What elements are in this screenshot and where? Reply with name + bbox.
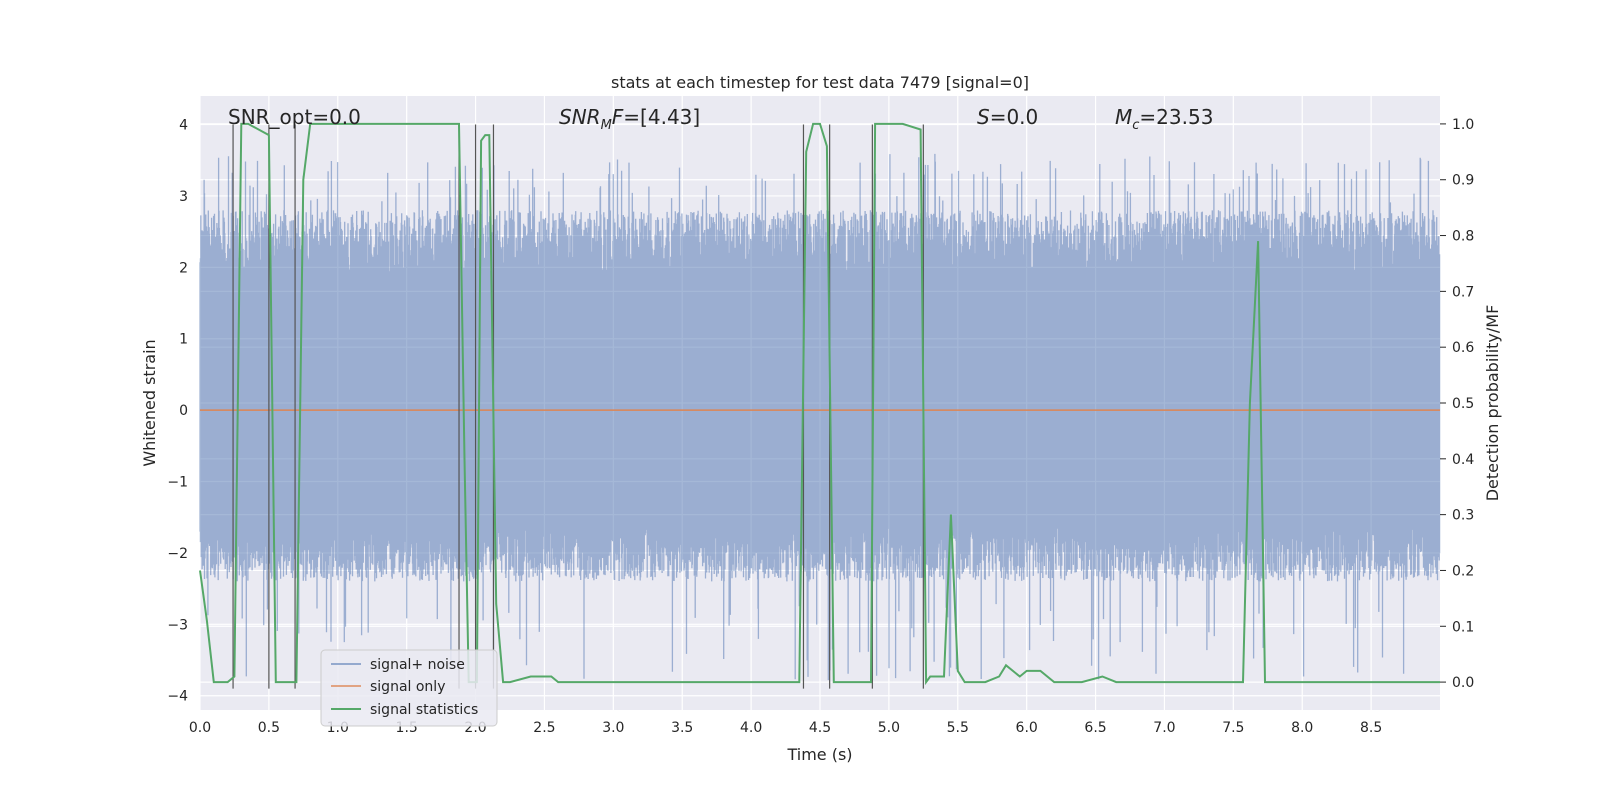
x-tick-label-16: 8.0 [1291,720,1313,736]
signal-statistics-line [199,122,1440,686]
legend-label-signal-noise: signal+ noise [370,657,465,673]
y2-tick-label-5: 0.5 [1452,396,1474,412]
x-axis-label: Time (s) [786,745,852,764]
legend: signal+ noise signal only signal statist… [320,649,498,727]
y-tick-label-4: 0 [179,403,188,419]
x-tick-label-6: 3.0 [602,720,624,736]
snr-mf-value: =[4.43] [623,105,700,129]
y2-tick-label-1: 0.1 [1452,619,1474,635]
mc-annotation: Mc=23.53 [1115,105,1213,133]
y-tick-label-2: −2 [167,546,188,562]
y2-tick-label-9: 0.9 [1452,173,1474,189]
y-tick-label-3: −1 [167,475,188,491]
legend-label-signal-only: signal only [370,679,445,695]
x-tick-label-13: 6.5 [1084,720,1106,736]
y2-tick-label-10: 1.0 [1452,117,1474,133]
x-tick-label-0: 0.0 [189,720,211,736]
y-tick-label-5: 1 [179,332,188,348]
snr-opt-annotation: SNR_opt=0.0 [228,105,361,129]
x-tick-label-14: 7.0 [1153,720,1175,736]
y-tick-label-1: −3 [167,617,188,633]
y-tick-label-8: 4 [179,118,188,134]
s-stat-value: =0.0 [990,105,1039,129]
y-tick-label-6: 2 [179,260,188,276]
x-tick-label-1: 0.5 [258,720,280,736]
y2-tick-label-4: 0.4 [1452,452,1474,468]
y-tick-label-7: 3 [179,189,188,205]
x-tick-label-5: 2.5 [533,720,555,736]
snr-mf-annotation: SNRMF=[4.43] [559,105,700,133]
y2-tick-label-8: 0.8 [1452,229,1474,245]
x-tick-label-9: 4.5 [809,720,831,736]
y2-tick-label-2: 0.2 [1452,563,1474,579]
y2-axis-label: Detection probability/MF [1483,305,1502,502]
y-axis-label: Whitened strain [140,339,159,466]
x-tick-label-7: 3.5 [671,720,693,736]
x-tick-label-10: 5.0 [878,720,900,736]
y-tick-label-0: −4 [167,689,188,705]
x-tick-label-11: 5.5 [947,720,969,736]
legend-label-signal-statistics: signal statistics [370,702,478,718]
x-tick-label-8: 4.0 [740,720,762,736]
y2-tick-label-0: 0.0 [1452,675,1474,691]
y2-tick-label-6: 0.6 [1452,340,1474,356]
mc-value: =23.53 [1139,105,1213,129]
chart-title: stats at each timestep for test data 747… [611,73,1029,92]
x-tick-label-15: 7.5 [1222,720,1244,736]
y2-tick-label-7: 0.7 [1452,284,1474,300]
y2-tick-label-3: 0.3 [1452,508,1474,524]
legend-box [320,649,498,727]
s-stat-annotation: S=0.0 [977,105,1038,129]
x-tick-label-12: 6.0 [1016,720,1038,736]
x-tick-label-17: 8.5 [1360,720,1382,736]
